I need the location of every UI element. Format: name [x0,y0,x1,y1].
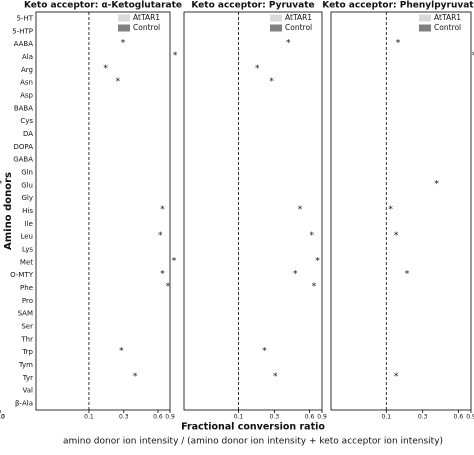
significance-label: * [309,231,314,241]
y-tick-label: Gln [21,168,33,176]
x-tick-label: 0.1 [234,414,244,421]
legend-swatch [270,24,282,32]
x-tick-label: 0.1 [382,414,392,421]
plot-frame [183,11,323,411]
legend-label: AtTAR1 [434,13,461,22]
significance-label: * [298,205,303,215]
significance-label: * [472,51,474,61]
y-tick-label: Asp [20,91,33,99]
significance-label: * [160,269,165,279]
x-tick-label: 0.9 [466,414,474,421]
y-tick-label: AABA [14,40,34,48]
x-tick-label: 0.3 [270,414,280,421]
y-tick-label: DA [23,130,33,138]
x-tick-label: 0.3 [418,414,428,421]
legend-swatch [270,14,282,22]
significance-label: * [166,282,171,292]
x-axis-note: amino donor ion intensity / (amino donor… [63,437,443,447]
x-axis-label: Fractional conversion ratio [181,422,325,433]
x-tick-label: 0.9 [165,414,175,421]
significance-label: * [286,38,291,48]
significance-label: * [158,231,163,241]
y-tick-label: O-MTY [10,271,34,279]
significance-label: * [160,205,165,215]
significance-label: * [133,372,138,382]
significance-label: * [119,346,124,356]
plot-frame [35,11,171,411]
y-tick-label: Phe [20,284,33,292]
x-tick-label: 0.0 [0,414,5,421]
significance-label: * [388,205,393,215]
panel-title: Keto acceptor: α-Ketoglutarate [24,1,182,11]
legend-swatch [419,24,431,32]
y-tick-label: Thr [20,335,33,343]
y-tick-label: Gly [21,194,33,202]
y-tick-label: Val [23,387,34,395]
y-tick-label: His [22,207,33,215]
significance-label: * [173,51,178,61]
legend-label: Control [133,23,160,32]
x-tick-label: 0.0 [0,414,5,421]
y-axis-label: Amino donors [3,172,14,250]
x-tick-label: 0.6 [305,414,315,421]
significance-label: * [394,372,399,382]
y-tick-label: Tyr [22,374,33,382]
legend-label: Control [285,23,312,32]
y-tick-label: GABA [13,156,33,164]
y-tick-label: Arg [21,66,33,74]
significance-label: * [121,38,126,48]
y-tick-label: Tym [18,361,33,369]
significance-label: * [394,231,399,241]
legend-swatch [118,24,130,32]
y-tick-label: Asn [20,79,33,87]
y-tick-label: DOPA [14,143,34,151]
x-tick-label: 0.3 [119,414,129,421]
significance-label: * [262,346,267,356]
legend-swatch [419,14,431,22]
significance-label: * [255,64,260,74]
significance-label: * [172,257,177,267]
legend-label: Control [434,23,461,32]
y-tick-label: Ala [22,53,33,61]
panel-title: Keto acceptor: Phenylpyruvate [322,1,474,11]
y-tick-label: Met [20,258,33,266]
y-tick-label: 5-HT [16,14,33,22]
x-tick-label: 0.0 [0,414,5,421]
legend-label: AtTAR1 [133,13,160,22]
significance-label: * [405,269,410,279]
panel-title: Keto acceptor: Pyruvate [191,1,314,11]
y-tick-label: SAM [18,310,33,318]
significance-label: * [312,282,317,292]
x-tick-label: 0.9 [317,414,327,421]
y-tick-label: Lys [22,246,33,254]
y-tick-label: BABA [14,104,33,112]
legend-label: AtTAR1 [285,13,312,22]
plot-frame [330,11,472,411]
y-tick-label: 5-HTP [12,27,33,35]
x-tick-label: 0.6 [153,414,163,421]
y-tick-label: Leu [20,233,33,241]
significance-label: * [273,372,278,382]
y-tick-label: Trp [21,348,33,356]
y-tick-label: β-Ala [15,400,33,408]
significance-label: * [103,64,108,74]
significance-label: * [116,77,121,87]
y-tick-label: Pro [22,297,33,305]
y-tick-label: Glu [21,181,33,189]
x-tick-label: 0.1 [84,414,94,421]
significance-label: * [293,269,298,279]
significance-label: * [0,180,3,190]
y-tick-label: Ile [25,220,33,228]
y-tick-label: Cys [20,117,33,125]
significance-label: * [396,38,401,48]
x-tick-label: 0.6 [454,414,464,421]
significance-label: * [269,77,274,87]
legend-swatch [118,14,130,22]
significance-label: * [434,180,439,190]
y-tick-label: Ser [21,323,33,331]
significance-label: * [315,257,320,267]
